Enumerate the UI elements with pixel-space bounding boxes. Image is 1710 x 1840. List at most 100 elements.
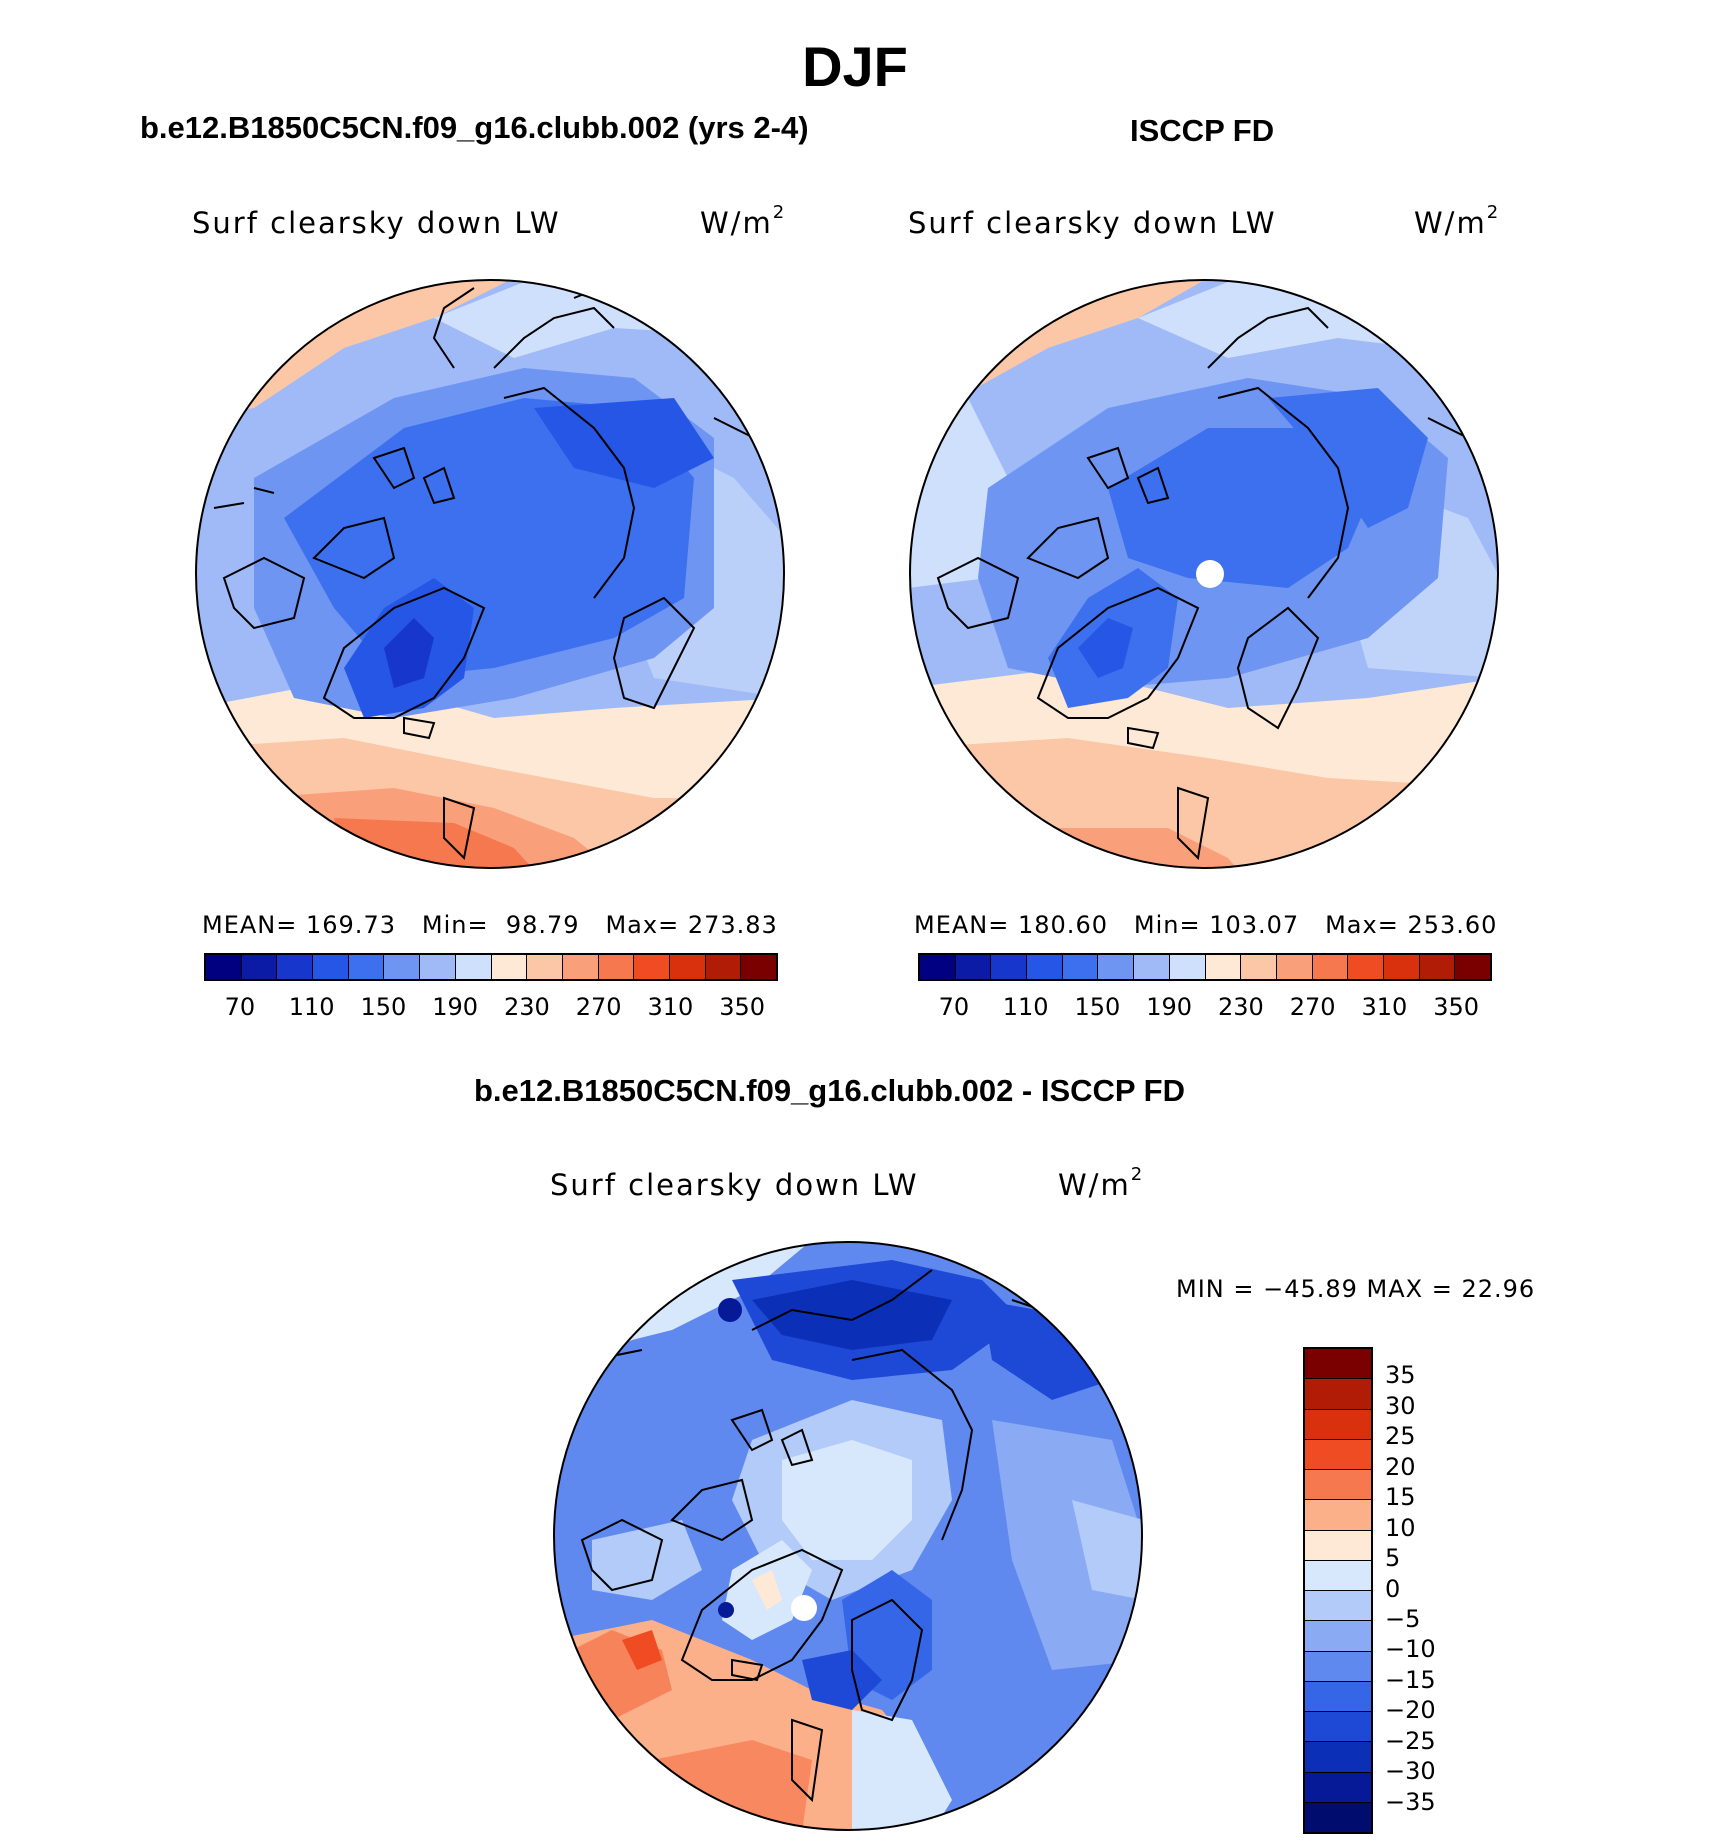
colorbar-tick-label: −15 [1385, 1665, 1436, 1694]
colorbar-tick-label: 230 [1217, 993, 1264, 1021]
colorbar-swatch [598, 955, 635, 979]
colorbar-tick-label: −10 [1385, 1635, 1436, 1664]
colorbar-swatch [1305, 1742, 1371, 1773]
colorbar-swatch [420, 955, 456, 979]
panel2-stats: MEAN= 180.60 Min= 103.07 Max= 253.60 [914, 911, 1498, 939]
colorbar-tick-label: 70 [938, 993, 970, 1021]
colorbar-swatch [1305, 1681, 1371, 1712]
colorbar-swatch [955, 955, 992, 979]
colorbar-swatch [384, 955, 421, 979]
colorbar-swatch [1169, 955, 1206, 979]
colorbar-tick-label: −25 [1385, 1726, 1436, 1755]
colorbar-tick-label: 5 [1385, 1544, 1401, 1573]
colorbar-tick-label: 15 [1385, 1483, 1416, 1512]
colorbar-swatch [313, 955, 349, 979]
colorbar-swatch [1455, 955, 1490, 979]
panel3-colorbar-ticks: 35 30 25 20 15 10 5 0 −5 −10 −15 −20 −25 −30 −35 [1385, 1347, 1505, 1834]
colorbar-tick-label: 350 [719, 993, 766, 1021]
figure-title: DJF [802, 35, 908, 98]
colorbar-swatch [1134, 955, 1170, 979]
colorbar-tick-label: 0 [1385, 1574, 1401, 1603]
colorbar-swatch [1348, 955, 1384, 979]
colorbar-swatch [920, 955, 956, 979]
panel2-map [909, 279, 1499, 869]
panel3-title: b.e12.B1850C5CN.f09_g16.clubb.002 - ISCC… [474, 1073, 1185, 1108]
colorbar-swatch [1276, 955, 1313, 979]
panel1-variable-label: Surf clearsky down LW [192, 206, 561, 240]
colorbar-tick-label: 350 [1433, 993, 1480, 1021]
colorbar-tick-label: −35 [1385, 1787, 1436, 1816]
colorbar-swatch [1305, 1621, 1371, 1652]
colorbar-tick-label: 70 [224, 993, 256, 1021]
colorbar-swatch [705, 955, 742, 979]
colorbar-tick-label: 30 [1385, 1391, 1416, 1420]
colorbar-tick-label: 310 [647, 993, 694, 1021]
colorbar-swatch [1062, 955, 1099, 979]
colorbar-swatch [1383, 955, 1420, 979]
colorbar-swatch [1305, 1712, 1371, 1743]
colorbar-swatch [1305, 1560, 1371, 1591]
colorbar-swatch [491, 955, 528, 979]
panel1-colorbar-ticks: 70 110 150 190 230 270 310 350 [204, 993, 778, 1023]
panel1-stats: MEAN= 169.73 Min= 98.79 Max= 273.83 [202, 911, 778, 939]
panel3-colorbar [1303, 1347, 1373, 1834]
colorbar-swatch [741, 955, 776, 979]
colorbar-swatch [1305, 1772, 1371, 1803]
colorbar-tick-label: −30 [1385, 1757, 1436, 1786]
colorbar-tick-label: 270 [1289, 993, 1336, 1021]
colorbar-swatch [527, 955, 563, 979]
colorbar-swatch [1241, 955, 1277, 979]
panel3-stats: MIN = −45.89 MAX = 22.96 [1176, 1275, 1536, 1303]
panel2-colorbar-ticks: 70 110 150 190 230 270 310 350 [918, 993, 1492, 1023]
colorbar-tick-label: 110 [288, 993, 335, 1021]
colorbar-tick-label: 25 [1385, 1422, 1416, 1451]
panel3-variable-label: Surf clearsky down LW [550, 1168, 919, 1202]
colorbar-tick-label: 310 [1361, 993, 1408, 1021]
colorbar-swatch [206, 955, 242, 979]
colorbar-tick-label: −5 [1385, 1604, 1421, 1633]
colorbar-tick-label: 150 [360, 993, 407, 1021]
colorbar-swatch [1305, 1651, 1371, 1682]
colorbar-tick-label: 10 [1385, 1513, 1416, 1542]
colorbar-swatch [1305, 1379, 1371, 1410]
panel2-title: ISCCP FD [1130, 113, 1275, 148]
panel1-units: W/m2 [700, 202, 787, 240]
colorbar-swatch [1305, 1439, 1371, 1470]
colorbar-tick-label: 150 [1074, 993, 1121, 1021]
colorbar-tick-label: 190 [432, 993, 479, 1021]
colorbar-swatch [1305, 1591, 1371, 1622]
colorbar-swatch [1098, 955, 1135, 979]
colorbar-swatch [277, 955, 314, 979]
colorbar-swatch [562, 955, 599, 979]
panel1-title: b.e12.B1850C5CN.f09_g16.clubb.002 (yrs 2… [140, 110, 809, 145]
colorbar-tick-label: 270 [575, 993, 622, 1021]
panel2-colorbar [918, 953, 1492, 981]
colorbar-swatch [455, 955, 492, 979]
colorbar-swatch [1312, 955, 1349, 979]
colorbar-tick-label: 35 [1385, 1361, 1416, 1390]
colorbar-swatch [669, 955, 706, 979]
colorbar-swatch [634, 955, 670, 979]
colorbar-tick-label: 190 [1146, 993, 1193, 1021]
panel3-units: W/m2 [1058, 1164, 1145, 1202]
colorbar-swatch [1305, 1349, 1371, 1380]
colorbar-swatch [1027, 955, 1063, 979]
panel2-variable-label: Surf clearsky down LW [908, 206, 1277, 240]
colorbar-tick-label: 20 [1385, 1452, 1416, 1481]
colorbar-swatch [1419, 955, 1456, 979]
colorbar-swatch [1305, 1409, 1371, 1440]
colorbar-tick-label: 110 [1002, 993, 1049, 1021]
colorbar-swatch [348, 955, 385, 979]
colorbar-swatch [991, 955, 1028, 979]
colorbar-swatch [1305, 1500, 1371, 1531]
colorbar-swatch [1305, 1470, 1371, 1501]
colorbar-swatch [1305, 1802, 1371, 1832]
panel2-units: W/m2 [1414, 202, 1501, 240]
panel1-map [195, 279, 785, 869]
colorbar-tick-label: −20 [1385, 1696, 1436, 1725]
colorbar-swatch [1205, 955, 1242, 979]
colorbar-tick-label: 230 [503, 993, 550, 1021]
colorbar-swatch [1305, 1530, 1371, 1561]
panel1-colorbar [204, 953, 778, 981]
colorbar-swatch [241, 955, 278, 979]
